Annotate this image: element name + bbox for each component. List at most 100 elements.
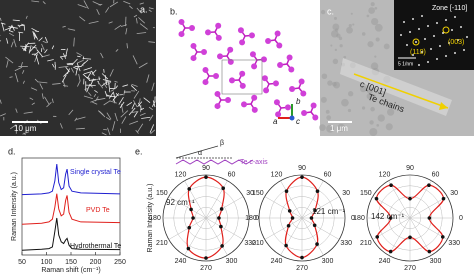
nanowire (15, 108, 18, 113)
angle-label: 30 (450, 190, 458, 197)
atom (272, 80, 279, 87)
nanowire (25, 15, 28, 19)
polar-spoke (280, 217, 303, 256)
scale-bar-label: 5 1/nm (398, 61, 413, 67)
peak-label: 92 cm⁻¹ (166, 198, 195, 207)
nanowire (83, 71, 92, 75)
data-point (440, 235, 445, 239)
speck (361, 106, 366, 110)
nanowire (135, 129, 139, 134)
nanowire (120, 24, 128, 27)
polar-spoke (301, 217, 324, 256)
nanowire (131, 102, 135, 110)
nanowire (95, 96, 99, 102)
nanowire (31, 0, 40, 3)
angle-label: 150 (360, 190, 372, 197)
spot (421, 51, 423, 53)
nanowire (148, 106, 153, 111)
nanowire (20, 62, 23, 67)
nanowire (148, 7, 154, 10)
nanowire (63, 85, 69, 87)
speck (327, 80, 333, 86)
nanowire (30, 87, 38, 91)
nanowire (28, 45, 32, 54)
nanowire (112, 93, 120, 101)
speck (346, 26, 353, 34)
speck (341, 98, 349, 107)
speck (385, 101, 389, 106)
data-point (427, 183, 431, 188)
speck (369, 128, 378, 136)
nanowire (52, 83, 61, 85)
nanowire (44, 96, 50, 105)
speck (343, 55, 347, 59)
data-point (375, 235, 380, 239)
nanowire (133, 90, 140, 99)
nanowire (129, 120, 139, 125)
nanowire (9, 32, 15, 37)
speck (374, 23, 383, 32)
legend-label: Hydrothermal Te (70, 243, 121, 250)
spot (457, 39, 459, 41)
speck (374, 55, 377, 58)
x-tick-label: 50 (18, 259, 26, 266)
nanowire (88, 78, 96, 81)
nanowire (105, 7, 110, 13)
y-axis-label: Raman Intensity (a.u.) (147, 184, 154, 253)
polar-spoke (280, 180, 303, 219)
atom (274, 30, 281, 37)
spot (424, 38, 426, 40)
data-point (313, 208, 317, 213)
nanowire (137, 101, 143, 107)
spot-label: (110) (410, 49, 426, 56)
angle-label: 90 (298, 165, 306, 172)
nanowire (41, 43, 45, 51)
nanowire (146, 74, 150, 83)
speck (321, 73, 328, 80)
atom (189, 25, 195, 31)
atom (214, 90, 221, 97)
data-point (187, 187, 192, 191)
speck (332, 58, 339, 65)
spot (448, 42, 450, 44)
nanowire (23, 42, 29, 51)
spectrum (21, 217, 121, 251)
atom (202, 79, 209, 86)
nanowire (72, 58, 78, 65)
angle-label: 240 (175, 258, 187, 265)
axis-label: b (296, 97, 301, 106)
data-point (204, 256, 208, 260)
spot (460, 26, 462, 28)
nanowire (1, 22, 5, 32)
nanowire (77, 4, 87, 9)
nanowire (150, 129, 156, 135)
nanowire (87, 92, 92, 97)
nanowire (107, 127, 111, 136)
atom (312, 114, 319, 121)
speck (334, 48, 338, 52)
nanowire (22, 69, 25, 74)
angle-label: 0 (351, 215, 355, 222)
polar-spoke (205, 180, 228, 219)
nanowire (14, 66, 23, 72)
nanowire (10, 41, 14, 48)
speck (319, 124, 326, 132)
nanowire (114, 112, 118, 122)
spot (403, 21, 405, 23)
nanowire (0, 40, 2, 42)
nanowire (20, 45, 30, 48)
data-point (290, 216, 295, 220)
polar-spoke (168, 217, 207, 240)
data-point (388, 216, 393, 220)
speck (326, 115, 332, 121)
direction-arrow (353, 73, 449, 109)
speck (330, 44, 333, 47)
data-point (315, 189, 320, 193)
atom (215, 34, 222, 41)
data-point (374, 196, 379, 201)
atom (275, 111, 282, 118)
nanowire (34, 78, 39, 83)
spot (445, 19, 447, 21)
speck (367, 41, 374, 48)
nanowire (92, 1, 102, 6)
